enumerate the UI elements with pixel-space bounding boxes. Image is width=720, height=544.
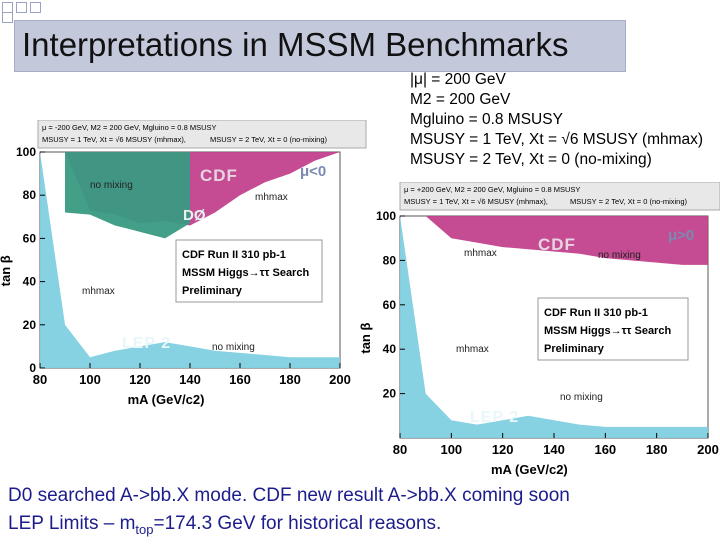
left-nomix-lep-label: no mixing [212, 342, 255, 353]
right-legend-line2: MSSM Higgs→ττ Search [544, 325, 671, 337]
left-lep-label: LEP 2 [122, 335, 171, 352]
right-axes: 80 100 120 140 160 180 200 20 40 60 80 100 mA (GeV/c… [358, 209, 719, 477]
right-y-tick-label: 60 [383, 298, 397, 312]
left-axes: 80 100 120 140 160 180 200 0 20 40 60 80 100 mA (GeV/… [0, 145, 351, 407]
right-x-tick-label: 120 [492, 442, 514, 457]
left-y-tick-label: 100 [16, 145, 36, 159]
left-y-tick-label: 60 [23, 231, 37, 245]
param-m2: M2 = 200 GeV [410, 91, 511, 108]
left-cdf-label: CDF [200, 166, 238, 185]
title-bar [14, 20, 626, 72]
slide-caption: D0 searched A->bb.X mode. CDF new result… [8, 482, 570, 544]
right-sign-label: μ>0 [668, 227, 694, 244]
right-legend-box [537, 297, 689, 361]
left-header-line1: μ = -200 GeV, M2 = 200 GeV, Mgluino = 0.… [42, 123, 217, 132]
right-header-line2a: MSUSY = 1 TeV, Xt = √6 MSUSY (mhmax), [404, 197, 548, 206]
left-x-tick-label: 160 [229, 372, 251, 387]
right-x-tick-label: 140 [543, 442, 565, 457]
right-header-line1: μ = +200 GeV, M2 = 200 GeV, Mgluino = 0.… [404, 185, 580, 194]
caption-line2-prefix: LEP Limits – m [8, 513, 136, 534]
left-exclusion-regions [40, 152, 340, 368]
left-x-tick-label: 200 [329, 372, 351, 387]
right-x-tick-label: 80 [393, 442, 407, 457]
left-legend-line1: CDF Run II 310 pb-1 [182, 249, 286, 261]
right-mhmax-lep-label: mhmax [456, 344, 489, 355]
left-legend-line3: Preliminary [182, 285, 243, 297]
right-x-axis-label: mA (GeV/c2) [491, 462, 568, 477]
left-mhmax-lep-label: mhmax [82, 286, 115, 297]
right-y-tick-label: 80 [383, 253, 397, 267]
corner-square [2, 12, 13, 23]
caption-line2: LEP Limits – mtop=174.3 GeV for historic… [8, 510, 570, 544]
left-legend-box [175, 239, 323, 303]
caption-line2-sub: top [135, 521, 154, 537]
param-mu: |μ| = 200 GeV [410, 71, 506, 88]
right-mhmax-cdf-label: mhmax [464, 248, 497, 259]
left-y-tick-label: 40 [23, 275, 37, 289]
left-x-tick-label: 140 [179, 372, 201, 387]
left-x-axis-label: mA (GeV/c2) [128, 392, 205, 407]
left-legend-line2: MSSM Higgs→ττ Search [182, 267, 309, 279]
left-region-lep-2 [40, 152, 340, 368]
right-x-tick-label: 180 [646, 442, 668, 457]
right-header-box [399, 182, 720, 211]
corner-square [30, 2, 41, 13]
benchmark-parameters: |μ| = 200 GeV M2 = 200 GeV Mgluino = 0.8… [410, 70, 703, 170]
right-legend-line3: Preliminary [544, 343, 605, 355]
right-x-tick-label: 200 [697, 442, 719, 457]
right-x-tick-label: 100 [440, 442, 462, 457]
left-y-tick-label: 0 [29, 361, 36, 375]
left-y-tick-label: 20 [23, 318, 37, 332]
right-exclusion-regions [400, 216, 708, 438]
left-x-tick-label: 180 [279, 372, 301, 387]
param-nomix: MSUSY = 2 TeV, Xt = 0 (no-mixing) [410, 151, 652, 168]
left-x-tick-label: 100 [79, 372, 101, 387]
caption-line2-suffix: =174.3 GeV for historical reasons. [153, 513, 442, 534]
param-mhmax: MSUSY = 1 TeV, Xt = √6 MSUSY (mhmax) [410, 131, 704, 148]
left-region-d- [65, 152, 190, 239]
caption-line1: D0 searched A->bb.X mode. CDF new result… [8, 485, 570, 506]
right-y-tick-label: 100 [376, 209, 396, 223]
left-x-tick-label: 120 [129, 372, 151, 387]
left-y-tick-label: 80 [23, 188, 37, 202]
left-x-tick-label: 80 [33, 372, 47, 387]
left-sign-label: μ<0 [300, 163, 326, 180]
left-y-axis-label: tan β [0, 255, 13, 286]
left-nomix-cdf-label: no mixing [90, 180, 133, 191]
left-header-line2b: MSUSY = 2 TeV, Xt = 0 (no-mixing) [210, 135, 328, 144]
left-exclusion-plot: μ = -200 GeV, M2 = 200 GeV, Mgluino = 0.… [0, 120, 367, 407]
right-nomix-cdf-label: no mixing [598, 250, 641, 261]
right-exclusion-plot: μ = +200 GeV, M2 = 200 GeV, Mgluino = 0.… [358, 182, 720, 477]
left-d0-label: DØ [183, 207, 206, 224]
right-y-tick-label: 40 [383, 342, 397, 356]
right-legend-line1: CDF Run II 310 pb-1 [544, 307, 648, 319]
right-region-cdf-no-mixing [425, 216, 708, 265]
slide-title: Interpretations in MSSM Benchmarks [22, 26, 569, 63]
corner-square [16, 2, 27, 13]
right-x-tick-label: 160 [594, 442, 616, 457]
right-header-line2b: MSUSY = 2 TeV, Xt = 0 (no-mixing) [570, 197, 688, 206]
param-mgluino: Mgluino = 0.8 MSUSY [410, 111, 563, 128]
right-y-tick-label: 20 [383, 387, 397, 401]
right-cdf-label: CDF [538, 235, 576, 254]
left-mhmax-cdf-label: mhmax [255, 192, 288, 203]
left-header-line2a: MSUSY = 1 TeV, Xt = √6 MSUSY (mhmax), [42, 135, 186, 144]
right-lep-label: LEP 2 [470, 409, 519, 426]
right-nomix-lep-label: no mixing [560, 392, 603, 403]
right-region-lep-2 [400, 216, 708, 438]
left-header-box [37, 120, 367, 149]
right-y-axis-label: tan β [358, 323, 373, 354]
